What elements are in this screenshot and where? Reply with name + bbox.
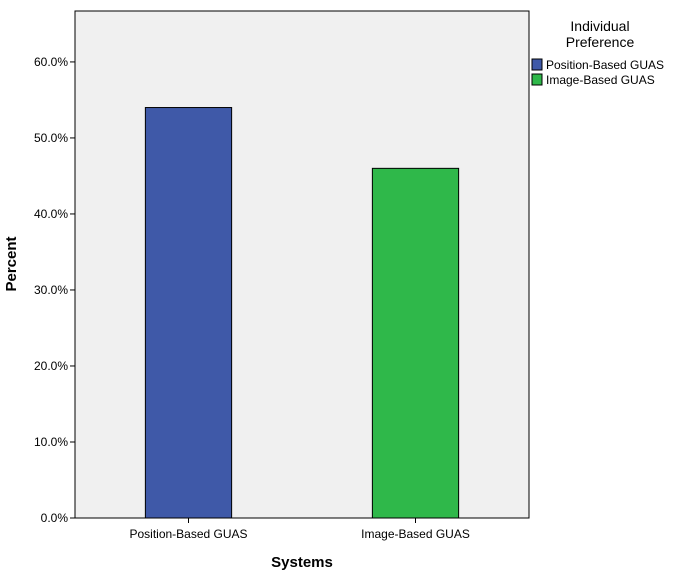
y-axis: 0.0% 10.0% 20.0% 30.0% 40.0% 50.0% 60.0% — [34, 55, 75, 525]
legend-title-line-2: Preference — [566, 34, 635, 50]
y-tick-label: 10.0% — [34, 435, 68, 449]
legend-label-image-based: Image-Based GUAS — [546, 73, 655, 87]
legend-swatch-position-based — [531, 58, 543, 71]
y-tick-label: 30.0% — [34, 283, 68, 297]
y-tick-label: 20.0% — [34, 359, 68, 373]
y-tick-label: 0.0% — [41, 511, 69, 525]
y-tick-label: 50.0% — [34, 131, 68, 145]
bar-position-based-guas — [144, 107, 233, 519]
x-tick-label: Image-Based GUAS — [361, 527, 470, 541]
plot-area — [74, 10, 530, 519]
bars-group — [144, 107, 460, 519]
legend-title-line-1: Individual — [570, 18, 629, 34]
legend-swatch-image-based — [531, 73, 543, 86]
legend-label-position-based: Position-Based GUAS — [546, 58, 664, 72]
x-tick-label: Position-Based GUAS — [129, 527, 247, 541]
y-axis-label: Percent — [3, 236, 20, 291]
x-axis: Position-Based GUAS Image-Based GUAS — [129, 518, 470, 541]
y-tick-label: 40.0% — [34, 207, 68, 221]
y-tick-label: 60.0% — [34, 55, 68, 69]
bar-image-based-guas — [371, 167, 460, 519]
x-axis-label: Systems — [271, 554, 333, 571]
legend: Individual Preference Position-Based GUA… — [531, 18, 664, 87]
